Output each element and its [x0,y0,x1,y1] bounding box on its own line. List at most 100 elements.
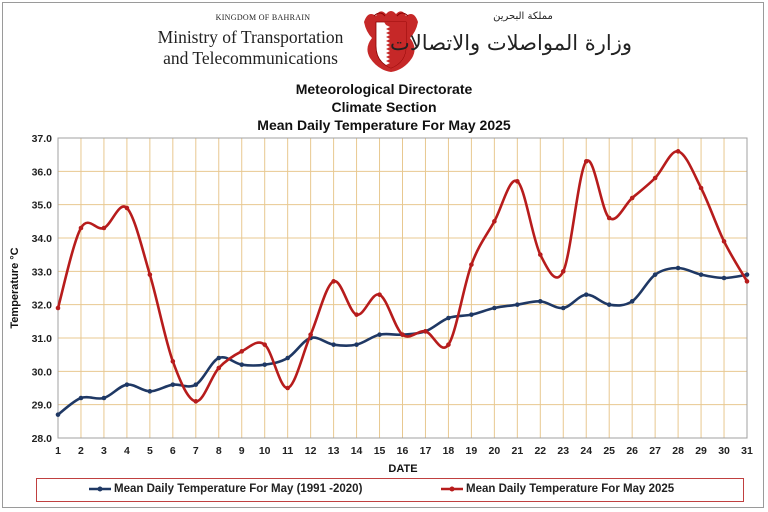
data-point-2025 [216,365,222,371]
x-tick-label: 13 [328,445,340,457]
x-tick-label: 24 [580,445,592,457]
data-point-2025 [606,215,612,221]
data-point-normal [354,342,359,347]
x-tick-label: 23 [557,445,569,457]
data-point-normal [606,302,612,307]
series-lines [55,149,750,417]
x-tick-label: 18 [443,445,455,457]
x-tick-label: 15 [374,445,386,457]
data-point-normal [744,272,750,277]
data-point-2025 [285,385,290,391]
x-tick-label: 10 [259,445,271,457]
data-point-normal [560,305,566,311]
legend-swatch-2025 [441,486,463,492]
legend: Mean Daily Temperature For May (1991 -20… [36,478,744,502]
data-point-2025 [400,332,405,337]
y-tick-label: 34.0 [32,233,53,245]
x-tick-label: 29 [695,445,707,457]
data-point-normal [124,382,130,387]
data-point-2025 [78,225,84,231]
data-point-normal [675,265,681,271]
data-point-2025 [560,269,566,274]
y-tick-label: 31.0 [32,333,53,345]
x-tick-label: 26 [626,445,638,457]
x-tick-label: 27 [649,445,661,457]
data-point-2025 [492,219,497,224]
data-point-normal [721,275,727,281]
x-tick-label: 2 [78,445,84,457]
x-tick-label: 6 [170,445,176,457]
data-point-normal [285,355,290,361]
x-tick-label: 22 [534,445,546,457]
x-tick-label: 11 [282,445,293,457]
data-point-normal [469,312,474,317]
data-point-normal [216,355,222,361]
data-point-normal [629,299,635,304]
data-point-normal [331,342,336,347]
x-tick-label: 7 [193,445,199,457]
bahrain-emblem-logo [364,11,418,72]
data-point-normal [446,315,451,321]
data-point-2025 [698,185,704,191]
plot-area-border [57,137,748,439]
x-tick-label: 14 [351,445,363,457]
title-line-2: Climate Section [331,99,437,115]
y-tick-label: 30.0 [32,366,53,378]
data-point-2025 [377,292,382,297]
header: KINGDOM OF BAHRAIN Ministry of Transport… [0,0,768,78]
kingdom-label: KINGDOM OF BAHRAIN [215,13,311,22]
data-point-normal [239,362,245,367]
x-tick-label: 20 [489,445,501,457]
data-point-2025 [446,342,451,347]
x-tick-label: 16 [397,445,409,457]
legend-swatch-normal [89,486,111,492]
data-point-normal [515,302,520,307]
ministry-line2: and Telecommunications [163,48,338,68]
x-tick-label: 3 [101,445,107,457]
x-tick-label: 1 [55,445,61,457]
data-point-normal [78,395,84,401]
data-point-normal [193,382,199,387]
data-point-normal [583,292,589,297]
data-point-2025 [538,252,543,257]
data-point-normal [377,332,382,337]
legend-label-normal: Mean Daily Temperature For May (1991 -20… [114,483,363,495]
ministry-name: Ministry of Transportation and Telecommu… [138,27,363,69]
data-point-normal [538,299,543,304]
data-point-normal [698,272,704,277]
x-axis-ticks: 1 2 3 4 5 6 7 8 9 10 11 12 13 14 15 16 17 18 19 20 21 22 23 24 2… [55,445,753,457]
x-tick-label: 30 [718,445,730,457]
data-point-2025 [147,272,153,277]
y-tick-label: 28.0 [32,433,53,445]
y-tick-label: 29.0 [32,400,53,412]
data-point-normal [147,389,153,394]
x-tick-label: 25 [603,445,615,457]
data-point-2025 [675,149,681,154]
data-point-2025 [515,179,520,184]
x-tick-label: 9 [239,445,245,457]
data-point-normal [101,395,107,401]
data-point-2025 [354,312,359,317]
x-tick-label: 12 [305,445,317,457]
data-point-normal [55,412,61,417]
data-point-2025 [331,279,336,284]
y-tick-label: 32.0 [32,300,53,312]
data-point-normal [170,382,176,387]
data-point-2025 [469,262,474,267]
data-point-2025 [423,329,428,334]
data-point-2025 [652,175,658,181]
x-tick-label: 17 [420,445,432,457]
y-tick-label: 36.0 [32,166,53,178]
y-tick-label: 35.0 [32,200,53,212]
data-point-2025 [744,279,750,284]
x-tick-label: 5 [147,445,153,457]
gridlines [57,137,748,439]
x-tick-label: 19 [466,445,478,457]
data-point-2025 [124,205,130,211]
data-point-2025 [262,342,268,347]
y-axis-ticks: 28.0 29.0 30.0 31.0 32.0 33.0 34.0 35.0 36.0 37.0 [32,133,53,445]
y-tick-label: 33.0 [32,266,53,278]
ministry-line1: Ministry of Transportation [157,27,344,47]
data-point-normal [492,305,497,311]
